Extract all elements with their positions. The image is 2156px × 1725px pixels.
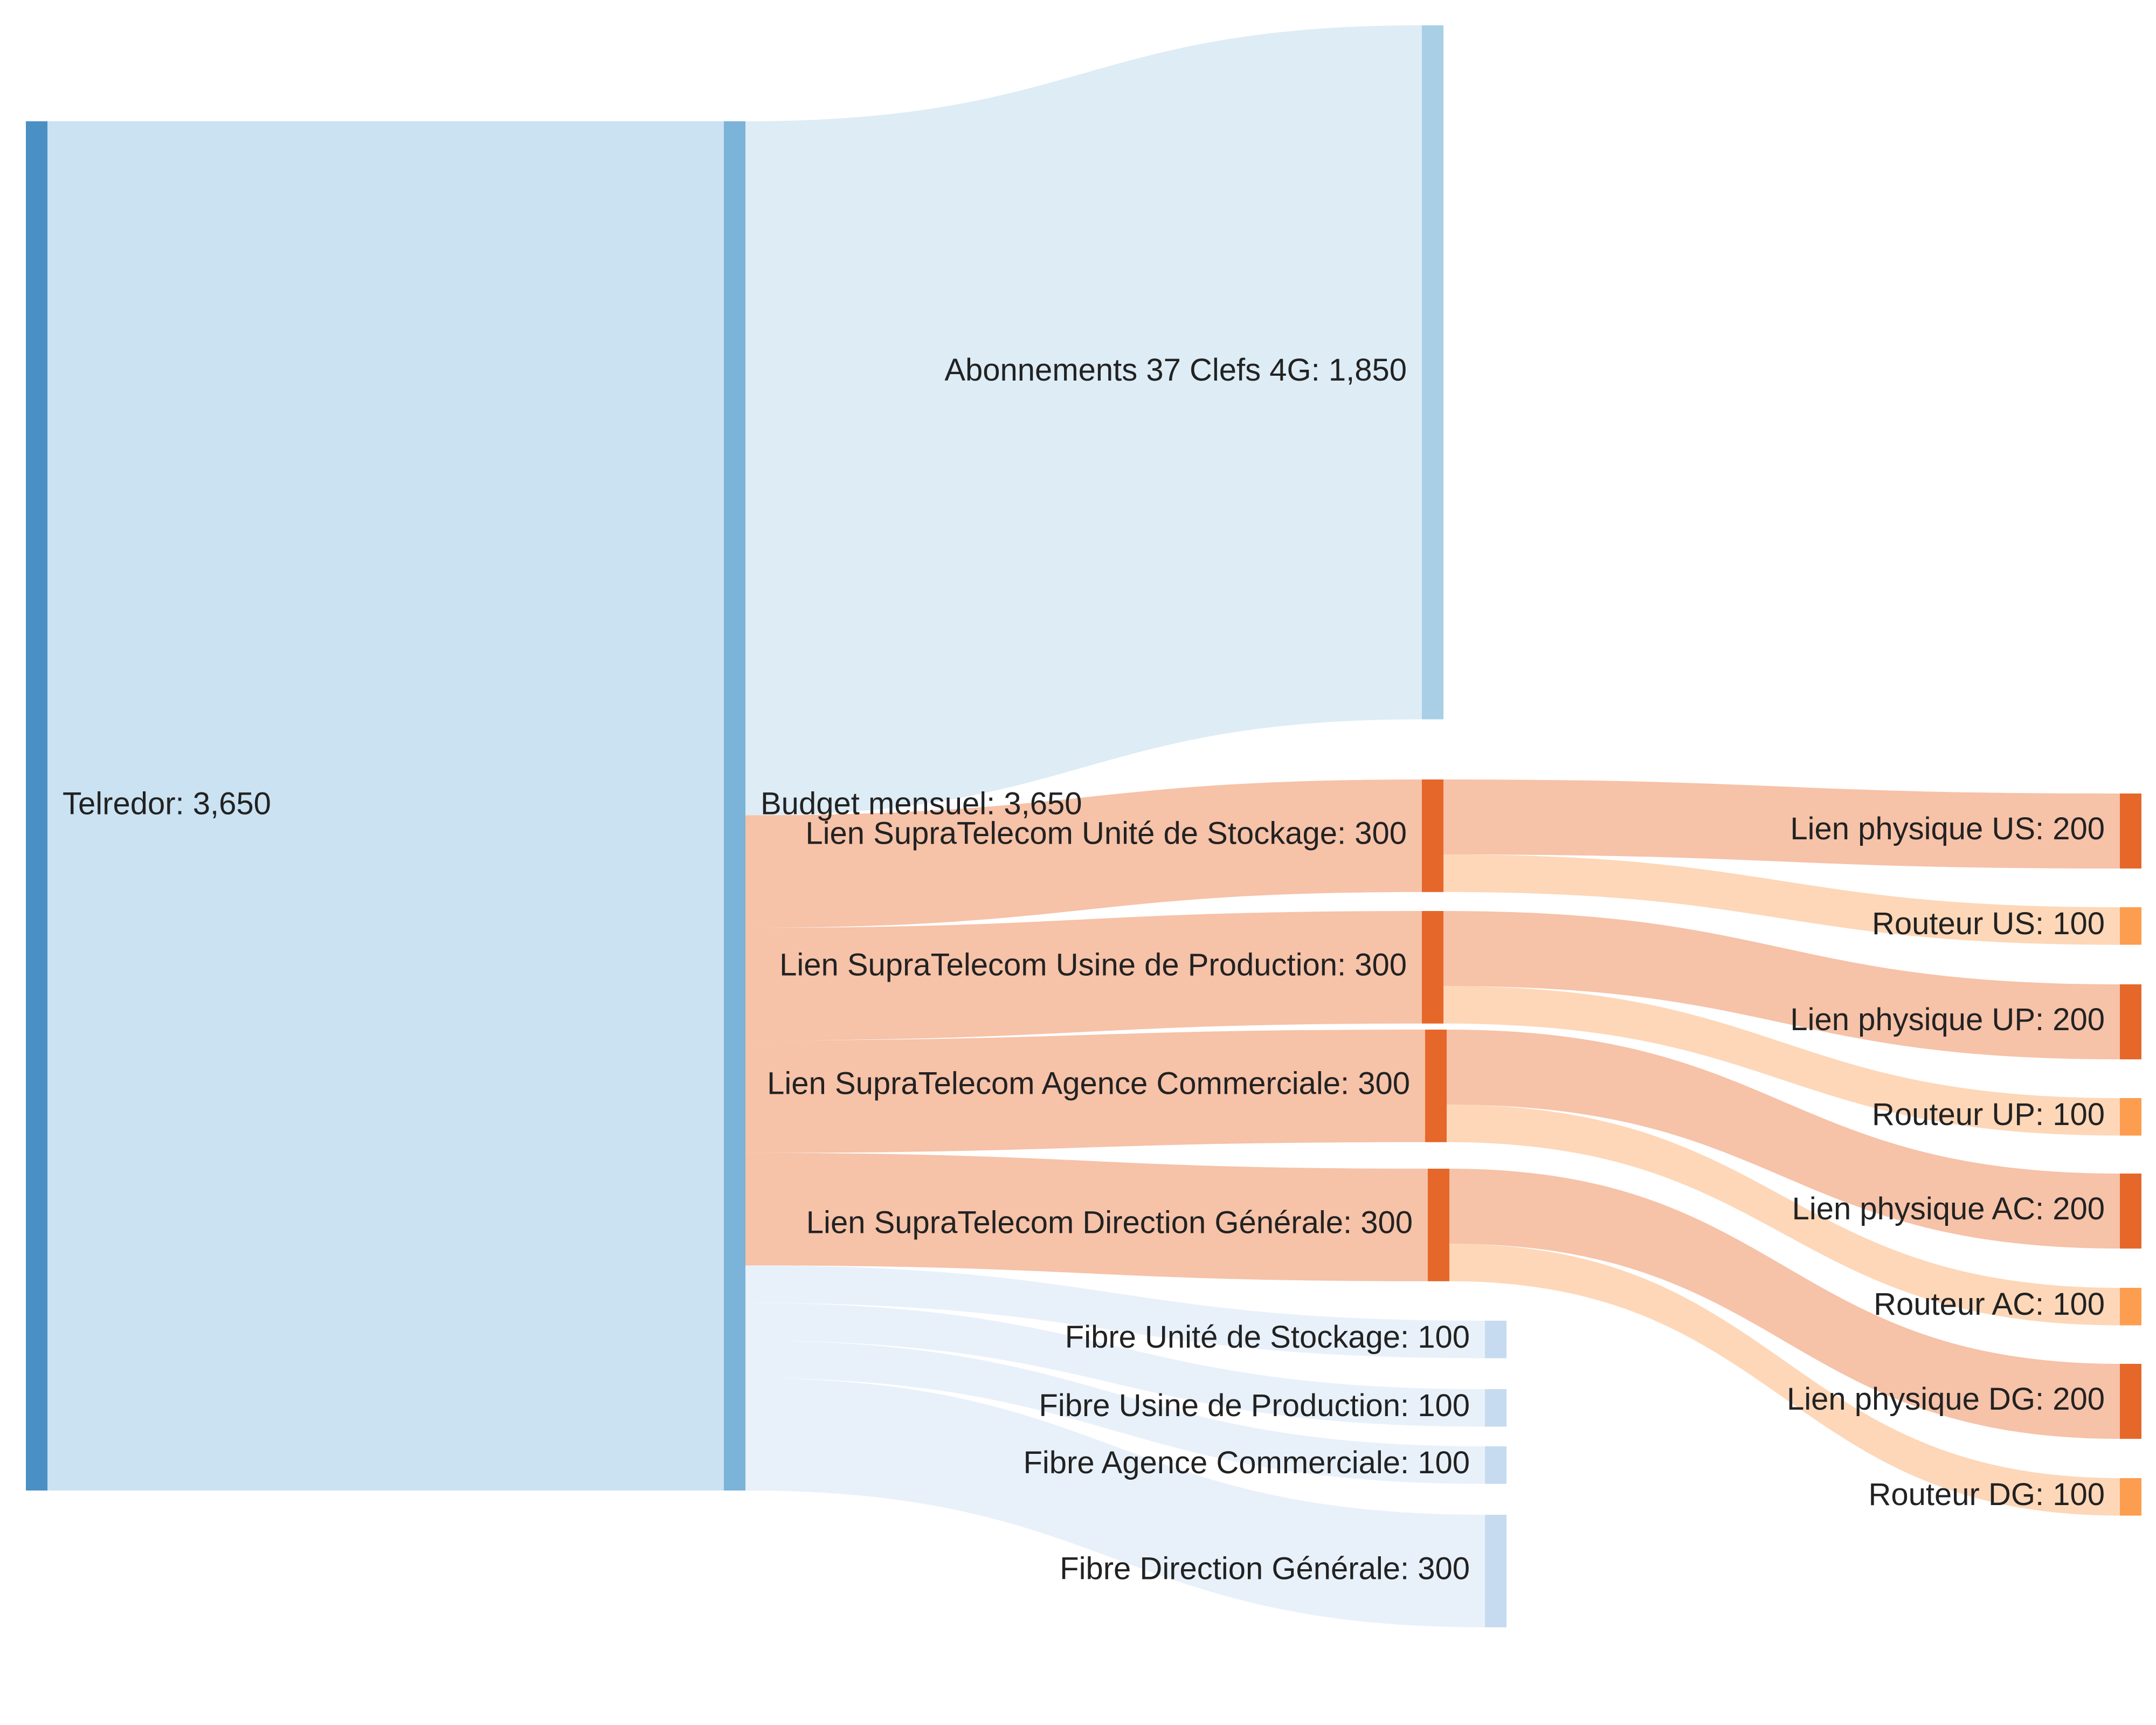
sankey-node-rout_us bbox=[2120, 907, 2141, 945]
sankey-nodes bbox=[26, 25, 2141, 1627]
sankey-node-label-phys_up: Lien physique UP: 200 bbox=[1790, 1002, 2105, 1037]
sankey-node-phys_us bbox=[2120, 794, 2141, 869]
sankey-link-budget-to-clefs4g bbox=[745, 25, 1422, 816]
sankey-link-lien_up-to-phys_up bbox=[1443, 911, 2120, 1060]
sankey-link-budget-to-lien_ac bbox=[745, 1030, 1425, 1153]
sankey-node-label-budget: Budget mensuel: 3,650 bbox=[761, 786, 1082, 821]
sankey-link-lien_us-to-phys_us bbox=[1443, 779, 2120, 869]
sankey-links bbox=[47, 25, 2120, 1627]
sankey-link-lien_ac-to-rout_ac bbox=[1447, 1105, 2120, 1326]
sankey-node-phys_dg bbox=[2120, 1364, 2141, 1439]
sankey-link-budget-to-fibre_up bbox=[745, 1303, 1485, 1427]
sankey-node-label-phys_dg: Lien physique DG: 200 bbox=[1787, 1382, 2105, 1417]
sankey-node-rout_up bbox=[2120, 1098, 2141, 1136]
sankey-node-label-phys_ac: Lien physique AC: 200 bbox=[1792, 1191, 2105, 1226]
sankey-node-phys_ac bbox=[2120, 1174, 2141, 1249]
sankey-node-label-clefs4g: Abonnements 37 Clefs 4G: 1,850 bbox=[944, 353, 1407, 388]
sankey-node-lien_up bbox=[1422, 911, 1443, 1024]
sankey-link-lien_dg-to-phys_dg bbox=[1449, 1169, 2120, 1439]
sankey-node-label-rout_dg: Routeur DG: 100 bbox=[1869, 1477, 2105, 1512]
sankey-node-label-phys_us: Lien physique US: 200 bbox=[1790, 811, 2105, 846]
sankey-link-budget-to-fibre_us bbox=[745, 1265, 1485, 1358]
sankey-node-fibre_us bbox=[1485, 1321, 1507, 1358]
sankey-node-fibre_ac bbox=[1485, 1446, 1507, 1484]
sankey-node-phys_up bbox=[2120, 984, 2141, 1060]
sankey-link-lien_up-to-rout_up bbox=[1443, 986, 2120, 1136]
sankey-node-label-telredor: Telredor: 3,650 bbox=[63, 786, 271, 821]
sankey-node-label-lien_dg: Lien SupraTelecom Direction Générale: 30… bbox=[806, 1205, 1413, 1240]
sankey-link-budget-to-fibre_dg bbox=[745, 1378, 1485, 1627]
sankey-node-lien_dg bbox=[1428, 1169, 1449, 1281]
sankey-node-lien_us bbox=[1422, 779, 1443, 892]
sankey-node-label-rout_ac: Routeur AC: 100 bbox=[1874, 1287, 2105, 1322]
sankey-link-budget-to-lien_up bbox=[745, 911, 1422, 1040]
sankey-node-clefs4g bbox=[1422, 25, 1443, 720]
sankey-node-label-rout_us: Routeur US: 100 bbox=[1872, 906, 2105, 941]
sankey-node-label-fibre_us: Fibre Unité de Stockage: 100 bbox=[1065, 1320, 1470, 1355]
sankey-node-label-fibre_up: Fibre Usine de Production: 100 bbox=[1039, 1388, 1470, 1423]
sankey-node-fibre_dg bbox=[1485, 1515, 1507, 1627]
sankey-node-label-fibre_dg: Fibre Direction Générale: 300 bbox=[1060, 1551, 1470, 1586]
sankey-node-label-fibre_ac: Fibre Agence Commerciale: 100 bbox=[1023, 1445, 1470, 1480]
sankey-node-rout_ac bbox=[2120, 1288, 2141, 1326]
sankey-node-budget bbox=[724, 121, 745, 1491]
sankey-node-rout_dg bbox=[2120, 1478, 2141, 1516]
sankey-node-telredor bbox=[26, 121, 47, 1491]
sankey-link-budget-to-lien_us bbox=[745, 779, 1422, 928]
sankey-node-fibre_up bbox=[1485, 1389, 1507, 1427]
sankey-node-label-lien_up: Lien SupraTelecom Usine de Production: 3… bbox=[779, 948, 1407, 983]
sankey-labels: Telredor: 3,650 Budget mensuel: 3,650 Abon… bbox=[63, 353, 2105, 1586]
sankey-node-label-lien_us: Lien SupraTelecom Unité de Stockage: 300 bbox=[805, 816, 1407, 851]
sankey-link-budget-to-lien_dg bbox=[745, 1153, 1428, 1281]
sankey-node-label-lien_ac: Lien SupraTelecom Agence Commerciale: 30… bbox=[767, 1066, 1410, 1101]
sankey-link-lien_us-to-rout_us bbox=[1443, 854, 2120, 945]
sankey-link-lien_ac-to-phys_ac bbox=[1447, 1030, 2120, 1249]
sankey-link-telredor-to-budget bbox=[47, 121, 724, 1491]
sankey-node-lien_ac bbox=[1425, 1030, 1447, 1142]
sankey-node-label-rout_up: Routeur UP: 100 bbox=[1872, 1097, 2105, 1132]
sankey-link-lien_dg-to-rout_dg bbox=[1449, 1244, 2120, 1516]
sankey-link-budget-to-fibre_ac bbox=[745, 1340, 1485, 1484]
